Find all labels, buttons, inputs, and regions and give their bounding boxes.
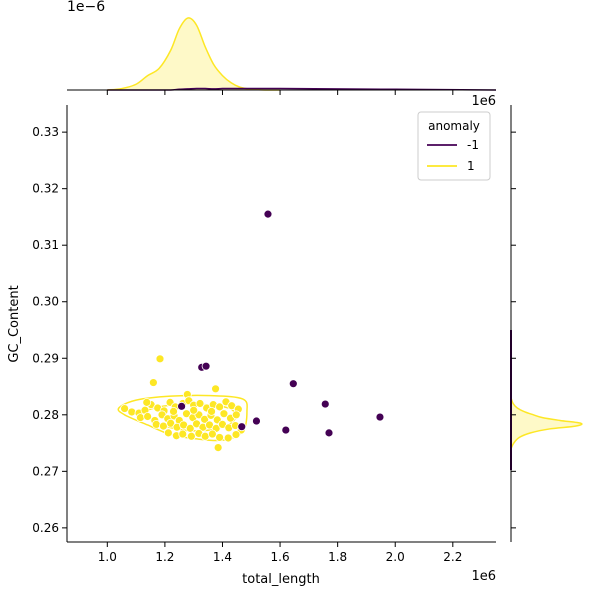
scatter-point-normal <box>143 412 153 421</box>
scatter-point-normal <box>215 433 224 442</box>
scatter-point-anomaly <box>263 209 273 219</box>
right-marginal-density-fill <box>511 397 582 449</box>
scatter-point-anomaly <box>320 399 330 409</box>
scatter-point-normal <box>207 407 216 416</box>
y-axis-label: GC_Content <box>7 285 22 362</box>
scatter-point-normal <box>151 420 161 429</box>
scatter-point-normal <box>213 443 223 452</box>
scatter-point-normal <box>136 413 145 423</box>
scatter-point-anomaly <box>252 416 261 426</box>
x-tick-label: 2.0 <box>386 550 405 564</box>
legend-box <box>417 111 491 181</box>
main-plot: 1.0 1.2 1.4 1.6 1.8 2.0 2.2 0.260.270.280.290.… <box>7 94 496 587</box>
y-tick-label: 0.27 <box>32 464 59 478</box>
scatter-point-anomaly <box>375 412 385 422</box>
scatter-point-normal <box>142 397 152 407</box>
scatter-point-anomaly <box>281 425 291 435</box>
legend-title: anomaly <box>428 119 480 133</box>
scatter-point-anomaly <box>201 361 211 371</box>
y-tick-label: 0.30 <box>32 295 59 309</box>
scatter-point-normal <box>178 429 188 439</box>
x-offset-text-bottom: 1e6 <box>471 569 496 584</box>
legend: anomaly -1 1 <box>417 111 491 181</box>
top-marginal-offset-text: 1e−6 <box>67 0 105 15</box>
scatter-point-normal <box>186 431 196 441</box>
right-marginal-ticks <box>511 131 516 529</box>
legend-label-anomaly: -1 <box>467 138 479 152</box>
y-tick-label: 0.26 <box>32 521 59 535</box>
x-axis-label: total_length <box>242 572 320 587</box>
top-marginal-plot: 1e−6 <box>67 0 497 95</box>
x-tick-label: 1.6 <box>271 550 290 564</box>
scatter-point-normal <box>155 354 165 364</box>
x-offset-text-top: 1e6 <box>471 94 496 109</box>
scatter-point-normal <box>219 409 229 419</box>
scatter-point-normal <box>223 433 233 443</box>
scatter-point-normal <box>207 429 217 439</box>
x-tick-label: 1.0 <box>98 550 117 564</box>
y-tick-label: 0.31 <box>32 238 59 252</box>
scatter-point-normal <box>231 430 241 439</box>
scatter-point-normal <box>200 431 210 441</box>
scatter-point-normal <box>169 407 178 416</box>
scatter-point-normal <box>127 407 137 417</box>
x-tick-label: 2.2 <box>443 550 462 564</box>
scatter-point-anomaly <box>324 428 334 438</box>
scatter-point-anomaly <box>288 379 298 389</box>
scatter-point-normal <box>195 399 205 408</box>
y-axis-ticks: 0.26 0.27 0.28 0.29 0.30 0.31 0.32 0.33 <box>32 125 67 535</box>
scatter-point-normal <box>211 384 220 394</box>
scatter-point-normal <box>148 378 158 387</box>
scatter-point-anomaly <box>177 401 186 411</box>
x-tick-label: 1.2 <box>155 550 174 564</box>
scatter-points <box>120 209 385 452</box>
scatter-point-normal <box>215 402 224 412</box>
right-marginal-density-line <box>510 397 583 450</box>
x-axis-ticks: 1.0 1.2 1.4 1.6 1.8 2.0 2.2 <box>98 542 462 564</box>
scatter-point-anomaly <box>237 422 247 432</box>
legend-label-normal: 1 <box>467 159 475 173</box>
y-tick-label: 0.33 <box>32 125 59 139</box>
scatter-point-normal <box>182 409 191 419</box>
x-tick-label: 1.8 <box>328 550 347 564</box>
right-marginal-plot <box>510 105 583 542</box>
scatter-point-normal <box>231 410 241 420</box>
y-tick-label: 0.32 <box>32 182 59 196</box>
y-tick-label: 0.28 <box>32 408 59 422</box>
top-marginal-density-fill <box>107 17 281 91</box>
x-tick-label: 1.4 <box>213 550 232 564</box>
scatter-point-normal <box>163 428 173 438</box>
scatter-point-normal <box>189 405 199 415</box>
scatter-point-normal <box>120 404 129 413</box>
scatter-point-normal <box>166 418 176 428</box>
top-marginal-ticks <box>106 90 454 95</box>
y-tick-label: 0.29 <box>32 351 59 365</box>
